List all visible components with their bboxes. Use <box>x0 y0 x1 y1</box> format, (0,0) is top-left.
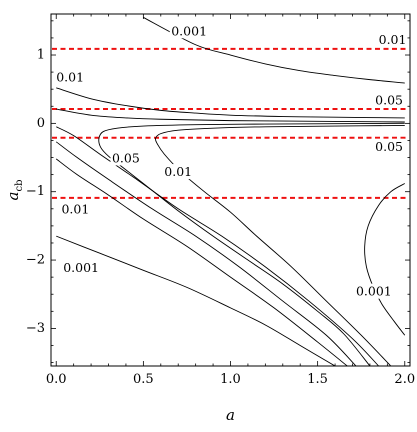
contour-label-2: 0.01 <box>379 32 407 47</box>
y-tick-label: 0 <box>37 116 45 131</box>
reference-lines <box>52 47 409 199</box>
x-tick-label: 0.5 <box>133 372 154 387</box>
x-tick-label: 1.0 <box>220 372 241 387</box>
contour-line-10 <box>364 183 406 336</box>
y-axis-label-main: a <box>4 192 22 201</box>
contour-label-halo <box>162 164 194 180</box>
contour-label-halo <box>54 69 86 85</box>
x-tick-label: 1.5 <box>307 372 328 387</box>
contour-label-3: 0.01 <box>56 70 84 85</box>
contour-label-9: 0.001 <box>63 260 99 275</box>
y-tick-label: −2 <box>26 253 45 268</box>
x-tick-label: 2.0 <box>394 372 415 387</box>
y-tick-label: −1 <box>26 184 45 199</box>
contour-label-halo <box>169 23 209 39</box>
contour-label-10: 0.001 <box>356 284 392 299</box>
contour-label-halo <box>61 259 101 275</box>
x-tick-label: 0.0 <box>46 372 67 387</box>
contour-label-halo <box>354 283 394 299</box>
contour-line-1 <box>143 17 405 84</box>
contour-label-halo <box>110 150 142 166</box>
contour-lines <box>55 17 406 366</box>
contour-line-2 <box>56 87 405 119</box>
contour-line-3 <box>56 108 405 123</box>
contour-label-6: 0.05 <box>112 150 140 165</box>
contour-line-4 <box>98 122 405 366</box>
contour-line-7 <box>55 141 357 366</box>
contour-label-1: 0.001 <box>171 23 207 38</box>
contour-line-6 <box>56 126 379 366</box>
contour-label-halo <box>377 32 408 48</box>
y-axis-label: acb <box>4 180 25 201</box>
contour-line-8 <box>55 158 348 366</box>
contour-label-8: 0.01 <box>61 202 89 217</box>
y-tick-label: −3 <box>26 321 45 336</box>
contour-line-5 <box>154 124 405 366</box>
contour-label-7: 0.01 <box>164 164 192 179</box>
contour-labels: 0.001 0.01 0.01 0.05 0.05 0.05 0.01 0.01 0.001 0.… <box>54 23 408 299</box>
contour-label-halo <box>373 92 405 108</box>
y-tick-label: 1 <box>37 48 45 63</box>
contour-label-halo <box>59 201 91 217</box>
contour-label-halo <box>373 138 405 154</box>
x-axis-label: a <box>226 406 235 424</box>
contour-line-9 <box>56 235 336 366</box>
y-axis-label-subscript: cb <box>14 180 25 192</box>
axis-ticks: 0.0 0.5 1.0 1.5 2.0 1 0 −1 −2 −3 <box>26 14 415 387</box>
contour-label-4: 0.05 <box>375 92 403 107</box>
contour-label-5: 0.05 <box>375 139 403 154</box>
